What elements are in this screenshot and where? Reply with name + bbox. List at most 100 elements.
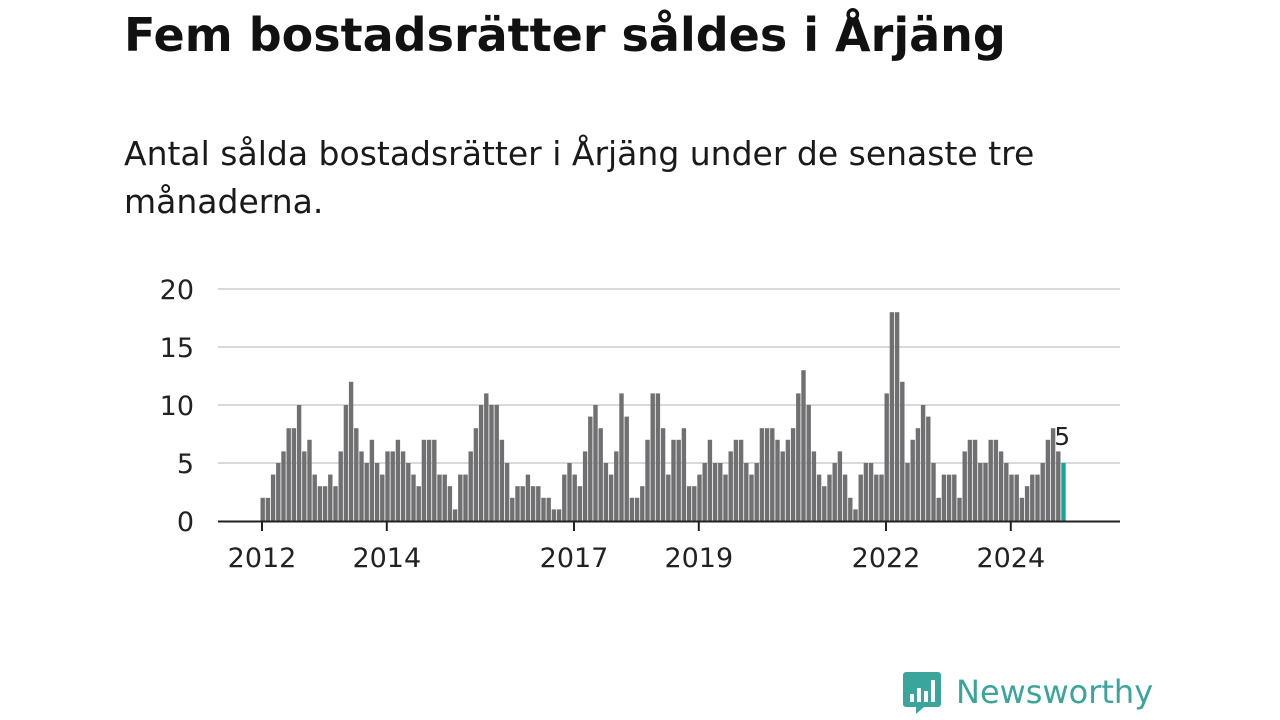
bar [811, 451, 817, 521]
bar [998, 451, 1004, 521]
bar [400, 451, 406, 521]
bar [686, 486, 692, 521]
bar [1009, 474, 1014, 521]
bar [478, 405, 484, 521]
bar [827, 474, 832, 521]
bar [941, 474, 947, 521]
bar [390, 451, 395, 521]
bar [619, 393, 624, 521]
newsworthy-logo: Newsworthy [902, 670, 1153, 714]
bar [718, 463, 723, 521]
y-tick-label: 0 [177, 507, 194, 538]
bar [1014, 474, 1019, 521]
bar [764, 428, 770, 521]
bar [484, 393, 489, 521]
bar [962, 451, 967, 521]
bar [452, 509, 458, 521]
y-tick-label: 5 [177, 449, 194, 480]
bar [655, 393, 661, 521]
bar [281, 451, 286, 521]
bar [816, 474, 822, 521]
bar [291, 428, 297, 521]
bar [775, 439, 780, 521]
bar [1056, 451, 1061, 521]
bar [489, 405, 494, 521]
bar [608, 474, 614, 521]
bar [380, 474, 385, 521]
bar [286, 428, 291, 521]
bar [796, 393, 801, 521]
bar [499, 439, 505, 521]
bar [473, 428, 479, 521]
bar [494, 405, 499, 521]
y-axis-labels: 0 5 10 15 20 [160, 275, 194, 538]
bar [863, 463, 869, 521]
bar [1035, 474, 1040, 521]
bar [348, 381, 354, 521]
bar [265, 497, 271, 521]
bar [801, 370, 806, 521]
bar [546, 497, 551, 521]
bar [1019, 497, 1025, 521]
bar [884, 393, 889, 521]
bar [894, 312, 900, 521]
bar [302, 451, 307, 521]
bar [593, 405, 598, 521]
bar [385, 451, 390, 521]
bar [520, 486, 525, 521]
bar [359, 451, 364, 521]
bar [296, 405, 302, 521]
bar [785, 439, 791, 521]
bar [260, 497, 265, 521]
bar [848, 497, 853, 521]
bar [728, 451, 733, 521]
x-tick-label: 2014 [352, 543, 421, 574]
bar [853, 509, 858, 521]
bar [1030, 474, 1035, 521]
bar [910, 439, 915, 521]
bar [952, 474, 957, 521]
bar [988, 439, 993, 521]
bar [754, 463, 759, 521]
last-value-label: 5 [1054, 422, 1070, 451]
x-tick-label: 2017 [540, 543, 609, 574]
bar [697, 474, 702, 521]
brand-name: Newsworthy [956, 673, 1154, 711]
bar [411, 474, 416, 521]
bar [317, 486, 323, 521]
bar [343, 405, 349, 521]
bar [832, 463, 837, 521]
bar [874, 474, 879, 521]
bar [640, 486, 645, 521]
bar [967, 439, 973, 521]
bar [889, 312, 895, 521]
bar [868, 463, 874, 521]
bar [463, 474, 468, 521]
bar [338, 451, 343, 521]
bar [790, 428, 796, 521]
bar [1004, 463, 1009, 521]
bar [660, 428, 666, 521]
chart-title: Fem bostadsrätter såldes i Årjäng [124, 8, 1006, 62]
bar [926, 416, 931, 521]
bar [738, 439, 744, 521]
x-axis-labels: 2012 2014 2017 2019 2022 2024 [228, 543, 1046, 574]
annotations: 5 [1054, 422, 1070, 451]
bar [577, 486, 583, 521]
bar [972, 439, 978, 521]
bar [328, 474, 333, 521]
bar [369, 439, 375, 521]
bar [1024, 486, 1030, 521]
bar [759, 428, 765, 521]
bar [676, 439, 681, 521]
bar [936, 497, 941, 521]
bar [806, 405, 811, 521]
bar [276, 463, 281, 521]
bar [515, 486, 520, 521]
bar [749, 474, 754, 521]
newsworthy-bar-chart-icon [903, 672, 941, 714]
bar [572, 474, 577, 521]
bar [645, 439, 650, 521]
bar [333, 486, 338, 521]
bar [541, 497, 546, 521]
